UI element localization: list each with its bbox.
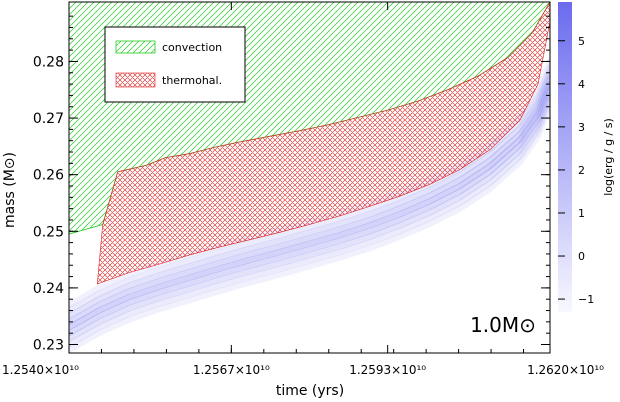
legend-swatch-thermohaline	[115, 72, 156, 88]
legend-box	[104, 26, 246, 103]
colorbar	[558, 2, 572, 312]
energy-band-strand	[69, 98, 550, 348]
colorbar-label: log(erg / g / s)	[602, 118, 615, 196]
colorbar-tick-label: 4	[578, 78, 585, 91]
y-axis-label: mass (M⊙)	[2, 152, 18, 228]
legend: convection thermohal.	[104, 26, 246, 103]
colorbar-tick-label: −1	[578, 293, 594, 306]
x-tick-label: 1.2540×10¹⁰	[2, 363, 79, 377]
plot-frame	[68, 1, 551, 354]
legend-swatch-convection	[115, 40, 156, 54]
y-tick-label: 0.28	[33, 54, 64, 70]
x-tick-label: 1.2620×10¹⁰	[527, 363, 604, 377]
legend-label-convection: convection	[162, 41, 222, 54]
y-tick-label: 0.26	[33, 168, 64, 184]
energy-band-strand	[69, 75, 550, 325]
x-tick-label: 1.2593×10¹⁰	[349, 363, 426, 377]
colorbar-tick-label: 1	[578, 207, 585, 220]
x-axis-label: time (yrs)	[276, 383, 344, 399]
mass-annotation: 1.0M⊙	[470, 313, 536, 337]
y-tick-label: 0.23	[33, 338, 64, 354]
colorbar-tick-label: 3	[578, 121, 585, 134]
energy-band-strand	[69, 103, 550, 353]
y-tick-label: 0.25	[33, 224, 64, 240]
x-tick-label: 1.2567×10¹⁰	[193, 363, 270, 377]
y-tick-label: 0.24	[33, 281, 64, 297]
energy-band-strand	[69, 92, 550, 342]
energy-band-strand	[69, 69, 550, 320]
energy-band-strand	[69, 86, 550, 337]
y-tick-label: 0.27	[33, 111, 64, 127]
colorbar-tick-label: 0	[578, 250, 585, 263]
colorbar-tick-label: 5	[578, 35, 585, 48]
colorbar-tick-label: 2	[578, 164, 585, 177]
legend-label-thermohaline: thermohal.	[162, 74, 222, 87]
thermohaline-region	[96, 2, 550, 285]
energy-band-strand	[69, 81, 550, 331]
